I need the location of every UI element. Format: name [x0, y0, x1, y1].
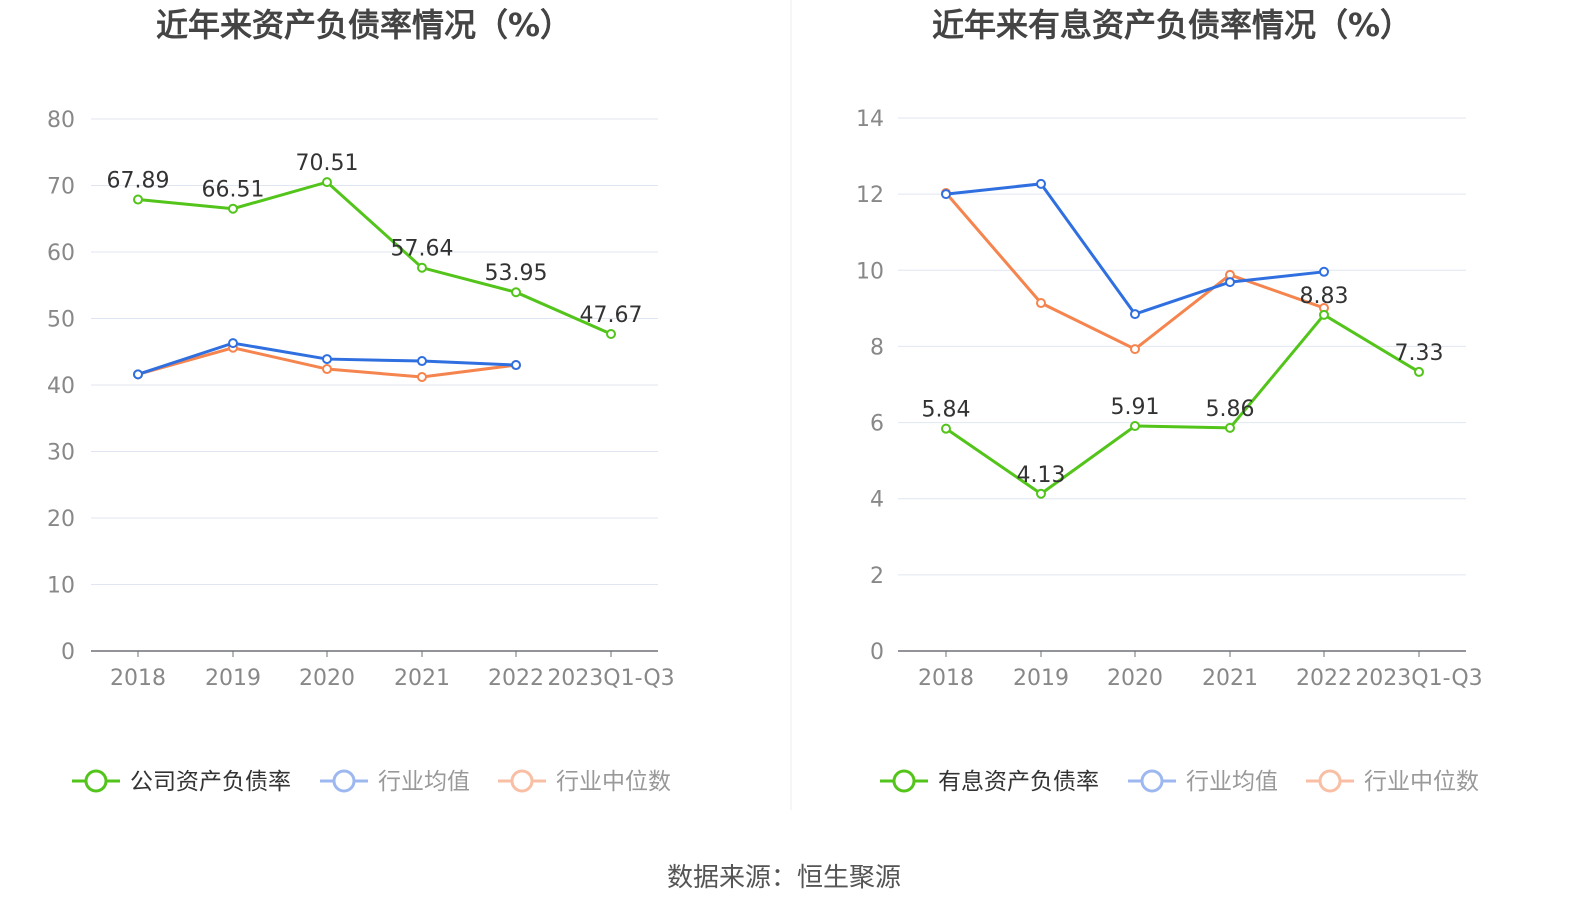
data-point[interactable] [1130, 420, 1140, 431]
data-label: 57.64 [391, 237, 454, 262]
data-point[interactable] [1036, 178, 1046, 189]
data-point[interactable] [417, 372, 427, 383]
legend-label: 有息资产负债率 [938, 769, 1099, 795]
y-tick-label: 60 [47, 241, 75, 266]
data-point[interactable] [133, 369, 143, 380]
data-point[interactable] [322, 364, 332, 375]
source-note: 数据来源：恒生聚源 [667, 863, 901, 893]
x-tick-label: 2023Q1-Q3 [1355, 666, 1482, 691]
x-tick-label: 2020 [299, 666, 355, 691]
x-tick-label: 2021 [1202, 666, 1258, 691]
y-tick-label: 2 [870, 564, 884, 589]
chart-title: 近年来资产负债率情况（%） [156, 6, 572, 44]
data-point[interactable] [511, 287, 521, 298]
x-tick-label: 2019 [205, 666, 261, 691]
data-point[interactable] [1319, 266, 1329, 277]
y-tick-label: 14 [856, 107, 884, 132]
data-point[interactable] [606, 328, 616, 339]
legend-item-0[interactable]: 有息资产负债率 [880, 769, 1099, 795]
data-label: 53.95 [485, 261, 548, 286]
data-point[interactable] [322, 354, 332, 365]
legend-item-2[interactable]: 行业中位数 [498, 769, 671, 795]
y-tick-label: 12 [856, 183, 884, 208]
data-point[interactable] [511, 360, 521, 371]
y-tick-label: 70 [47, 175, 75, 200]
data-point[interactable] [1036, 298, 1046, 309]
data-label: 5.84 [922, 398, 971, 423]
legend-item-1[interactable]: 行业均值 [1128, 769, 1278, 795]
y-tick-label: 0 [61, 640, 75, 665]
data-label: 67.89 [107, 169, 170, 194]
y-tick-label: 10 [47, 574, 75, 599]
data-point[interactable] [1130, 344, 1140, 355]
data-label: 8.83 [1300, 284, 1349, 309]
data-point[interactable] [417, 262, 427, 273]
y-tick-label: 8 [870, 335, 884, 360]
legend-label: 行业均值 [1186, 769, 1278, 795]
data-label: 5.86 [1206, 397, 1255, 422]
data-label: 4.13 [1017, 463, 1066, 488]
y-tick-label: 30 [47, 441, 75, 466]
data-point[interactable] [417, 356, 427, 367]
x-tick-label: 2022 [1296, 666, 1352, 691]
legend-marker-icon [1318, 769, 1342, 793]
data-point[interactable] [941, 423, 951, 434]
series-line-0 [137, 180, 612, 336]
legend-item-2[interactable]: 行业中位数 [1306, 769, 1479, 795]
x-tick-label: 2022 [488, 666, 544, 691]
data-point[interactable] [1225, 422, 1235, 433]
series-line-2 [944, 192, 1325, 351]
legend-marker-icon [84, 769, 108, 793]
series-line-0 [945, 312, 1420, 496]
legend-label: 公司资产负债率 [130, 769, 291, 795]
legend-marker-icon [332, 769, 356, 793]
y-tick-label: 50 [47, 308, 75, 333]
y-tick-label: 80 [47, 108, 75, 133]
data-point[interactable] [941, 189, 951, 200]
y-tick-label: 6 [870, 412, 884, 437]
x-tick-label: 2019 [1013, 666, 1069, 691]
data-label: 66.51 [202, 178, 265, 203]
legend-label: 行业中位数 [1364, 769, 1479, 795]
y-tick-label: 40 [47, 374, 75, 399]
data-point[interactable] [1414, 366, 1424, 377]
chart-title: 近年来有息资产负债率情况（%） [932, 6, 1412, 44]
data-point[interactable] [322, 177, 332, 188]
legend-item-1[interactable]: 行业均值 [320, 769, 470, 795]
data-label: 47.67 [580, 303, 643, 328]
data-point[interactable] [1036, 488, 1046, 499]
legend-item-0[interactable]: 公司资产负债率 [72, 769, 291, 795]
chart-panel-1: 近年来资产负债率情况（%） 0 10 20 30 40 50 60 70 80 2018 2019 20… [47, 6, 675, 795]
data-point[interactable] [1319, 309, 1329, 320]
data-point[interactable] [1130, 309, 1140, 320]
y-tick-label: 20 [47, 507, 75, 532]
chart-panel-2: 近年来有息资产负债率情况（%） 0 2 4 6 8 10 12 14 2018 2019 2020 20… [856, 6, 1483, 795]
data-point[interactable] [133, 194, 143, 205]
series-line-1 [945, 182, 1325, 316]
data-point[interactable] [228, 338, 238, 349]
y-tick-label: 10 [856, 259, 884, 284]
legend-marker-icon [892, 769, 916, 793]
data-label: 5.91 [1111, 395, 1160, 420]
legend-label: 行业均值 [378, 769, 470, 795]
x-tick-label: 2021 [394, 666, 450, 691]
x-tick-label: 2020 [1107, 666, 1163, 691]
legend-label: 行业中位数 [556, 769, 671, 795]
x-tick-label: 2018 [918, 666, 974, 691]
data-point[interactable] [228, 203, 238, 214]
data-label: 7.33 [1395, 341, 1444, 366]
y-tick-label: 0 [870, 640, 884, 665]
data-point[interactable] [1225, 277, 1235, 288]
legend-marker-icon [1140, 769, 1164, 793]
legend-marker-icon [510, 769, 534, 793]
x-tick-label: 2018 [110, 666, 166, 691]
x-tick-label: 2023Q1-Q3 [547, 666, 674, 691]
data-label: 70.51 [296, 151, 359, 176]
y-tick-label: 4 [870, 488, 884, 513]
